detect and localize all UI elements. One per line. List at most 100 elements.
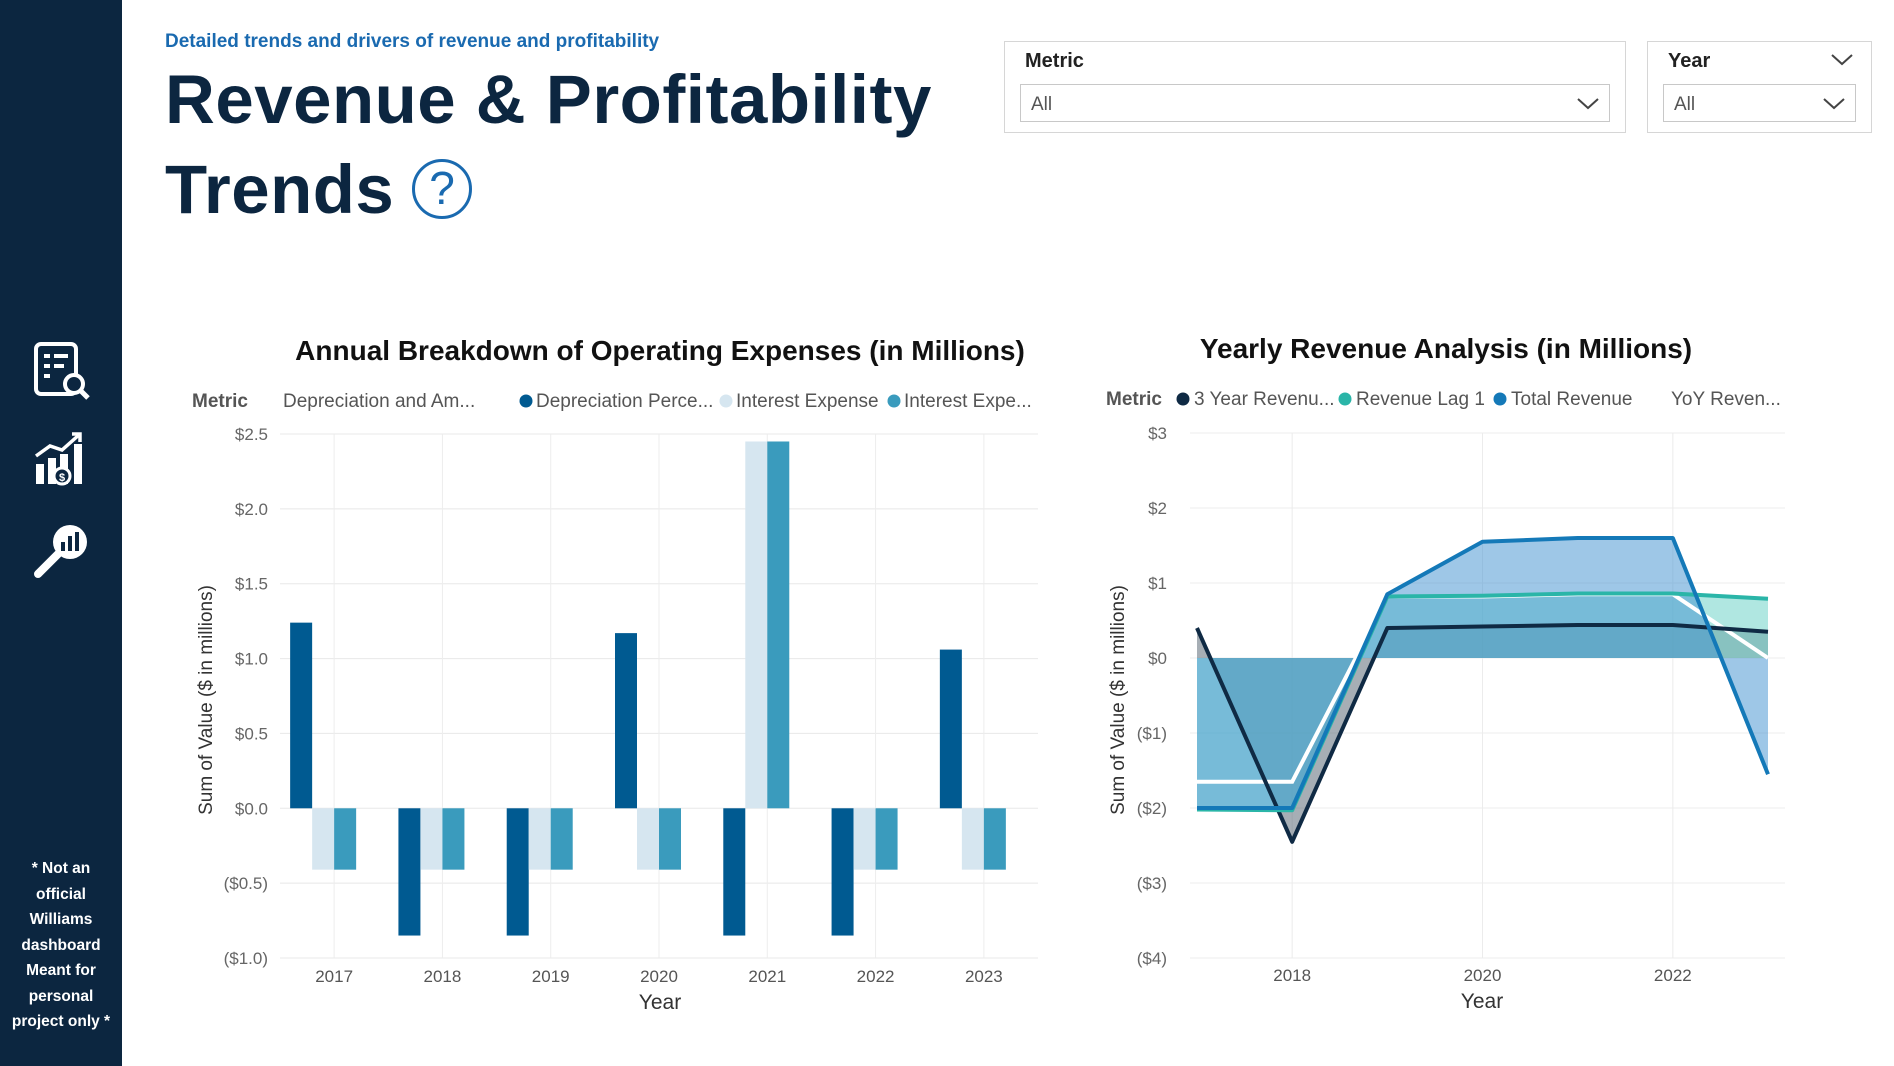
bar bbox=[983, 808, 1006, 870]
bar bbox=[334, 808, 357, 870]
y-tick-label: ($3) bbox=[1137, 874, 1167, 893]
chevron-down-icon bbox=[1823, 98, 1845, 110]
x-tick-label: 2018 bbox=[424, 967, 462, 986]
bar bbox=[420, 808, 443, 870]
bar-legend-title: Metric bbox=[192, 391, 248, 412]
bar bbox=[312, 808, 335, 870]
bar bbox=[853, 808, 876, 870]
x-tick-label: 2023 bbox=[965, 967, 1003, 986]
bar-chart-title: Annual Breakdown of Operating Expenses (… bbox=[295, 335, 1025, 366]
bar-chart-axes: $2.5 $2.0 $1.5 $1.0 $0.5 $0.0 ($0.5) ($1.0) 2017… bbox=[224, 425, 1003, 986]
series-line bbox=[1197, 536, 1770, 810]
chevron-down-icon bbox=[1577, 98, 1599, 110]
y-tick-label: $0 bbox=[1148, 649, 1167, 668]
legend-item: Depreciation Perce... bbox=[536, 391, 713, 412]
metric-slicer: Metric All bbox=[1004, 41, 1626, 133]
y-tick-label: $2 bbox=[1148, 499, 1167, 518]
legend-marker bbox=[1493, 392, 1507, 406]
bar-x-axis-title: Year bbox=[639, 991, 681, 1014]
bar bbox=[767, 441, 790, 809]
disclaimer-line: project only * bbox=[11, 1013, 111, 1030]
x-tick-label: 2019 bbox=[532, 967, 570, 986]
legend-item: Depreciation and Am... bbox=[283, 391, 475, 412]
revenue-growth-icon[interactable]: $ bbox=[30, 430, 92, 492]
y-tick-label: ($0.5) bbox=[224, 874, 268, 893]
bar bbox=[290, 622, 313, 809]
year-slicer-label: Year bbox=[1668, 50, 1711, 72]
disclaimer-line: official bbox=[36, 885, 86, 903]
y-tick-label: ($1.0) bbox=[224, 949, 268, 968]
metric-slicer-label: Metric bbox=[1025, 50, 1084, 72]
help-button[interactable]: ? bbox=[412, 158, 473, 219]
area-chart-series bbox=[1195, 536, 1770, 844]
legend-item: Interest Expense bbox=[736, 391, 879, 412]
year-dropdown[interactable]: All bbox=[1663, 84, 1856, 122]
y-tick-label: $0.5 bbox=[235, 724, 268, 743]
bar-chart-grid bbox=[280, 433, 1038, 959]
disclaimer-line: Williams bbox=[29, 911, 93, 928]
bar bbox=[875, 808, 898, 870]
y-tick-label: $0.0 bbox=[235, 799, 268, 818]
legend-marker bbox=[887, 394, 901, 408]
y-tick-label: $3 bbox=[1148, 424, 1167, 443]
disclaimer-line: personal bbox=[28, 987, 94, 1005]
y-tick-label: ($4) bbox=[1137, 949, 1167, 968]
metric-dropdown[interactable]: All bbox=[1020, 84, 1610, 122]
disclaimer-line: dashboard bbox=[21, 936, 101, 954]
area-fill bbox=[1197, 538, 1768, 808]
x-tick-label: 2020 bbox=[640, 967, 678, 986]
metric-dropdown-value: All bbox=[1031, 94, 1053, 115]
bar bbox=[550, 808, 573, 870]
sidebar: $ * Not an official Williams dashboard M… bbox=[0, 0, 122, 1066]
y-tick-label: ($1) bbox=[1137, 724, 1167, 743]
area-y-axis-title: Sum of Value ($ in millions) bbox=[1108, 585, 1129, 815]
bar bbox=[442, 808, 465, 870]
bar bbox=[831, 808, 854, 936]
x-tick-label: 2022 bbox=[1654, 966, 1692, 985]
bar bbox=[398, 808, 421, 936]
year-dropdown-value: All bbox=[1674, 94, 1696, 115]
bar bbox=[506, 808, 529, 936]
page-subtitle: Detailed trends and drivers of revenue a… bbox=[165, 31, 660, 52]
legend-marker bbox=[519, 394, 533, 408]
y-tick-label: $2.0 bbox=[235, 500, 268, 519]
bar bbox=[659, 808, 681, 870]
legend-item: YoY Reven... bbox=[1671, 389, 1781, 410]
year-slicer: Year All bbox=[1647, 41, 1872, 133]
legend-item: 3 Year Revenu... bbox=[1194, 389, 1335, 410]
page-title-line1: Revenue & Profitability bbox=[165, 61, 932, 138]
x-tick-label: 2021 bbox=[748, 967, 786, 986]
legend-item: Revenue Lag 1 bbox=[1356, 389, 1485, 410]
bar bbox=[528, 808, 551, 870]
series-line bbox=[1195, 623, 1769, 844]
page-title: Revenue & Profitability Trends? bbox=[165, 55, 1005, 235]
legend-item: Interest Expe... bbox=[904, 391, 1032, 412]
report-search-icon[interactable] bbox=[30, 340, 92, 402]
bar bbox=[939, 649, 962, 809]
bar bbox=[637, 808, 659, 870]
svg-text:$: $ bbox=[59, 472, 65, 484]
legend-marker bbox=[1176, 392, 1190, 406]
legend-item: Total Revenue bbox=[1511, 389, 1632, 410]
legend-marker bbox=[719, 394, 733, 408]
analytics-magnifier-icon[interactable] bbox=[30, 520, 92, 582]
y-tick-label: ($2) bbox=[1137, 799, 1167, 818]
area-chart-legend: 3 Year Revenu... Revenue Lag 1 Total Reven… bbox=[1176, 389, 1781, 410]
area-x-axis-title: Year bbox=[1461, 990, 1503, 1013]
bar-chart-legend: Depreciation and Am... Depreciation Perce… bbox=[283, 391, 1032, 412]
disclaimer-line: * Not an bbox=[31, 860, 91, 877]
bar bbox=[745, 441, 768, 809]
y-tick-label: $1 bbox=[1148, 574, 1167, 593]
legend-marker bbox=[1338, 392, 1352, 406]
bar bbox=[961, 808, 984, 870]
area-chart-axes: $3 $2 $1 $0 ($1) ($2) ($3) ($4) 2018 2020 2022 bbox=[1137, 424, 1692, 985]
area-legend-title: Metric bbox=[1106, 389, 1162, 410]
page-title-line2: Trends bbox=[165, 151, 395, 228]
bar bbox=[615, 633, 637, 809]
x-tick-label: 2018 bbox=[1273, 966, 1311, 985]
y-tick-label: $1.0 bbox=[235, 650, 268, 669]
bar-y-axis-title: Sum of Value ($ in millions) bbox=[196, 585, 217, 815]
x-tick-label: 2022 bbox=[857, 967, 895, 986]
chevron-down-icon[interactable] bbox=[1831, 54, 1853, 66]
